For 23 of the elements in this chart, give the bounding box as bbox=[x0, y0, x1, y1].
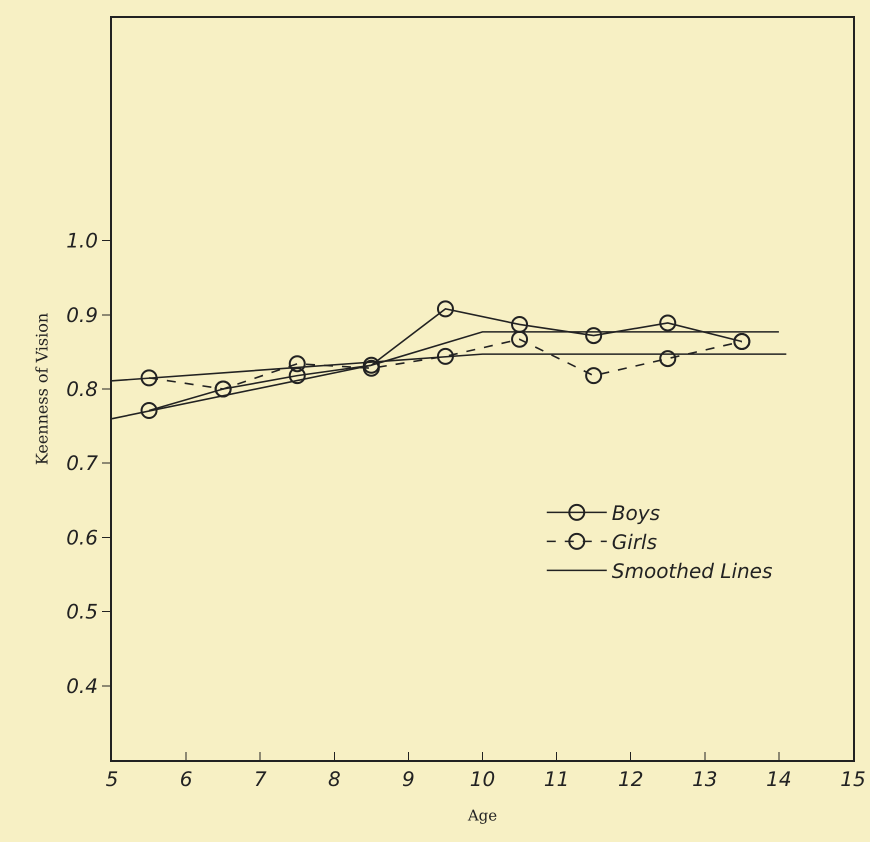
y-tick-label: 0.5 bbox=[66, 600, 98, 624]
y-tick-label: 0.9 bbox=[66, 302, 98, 327]
x-tick-label: 5 bbox=[106, 767, 118, 791]
x-tick-label: 11 bbox=[544, 767, 570, 791]
y-tick-label: 0.6 bbox=[66, 525, 98, 550]
x-tick-label: 15 bbox=[840, 767, 866, 791]
x-tick-label: 12 bbox=[618, 767, 644, 791]
y-tick-label: 0.7 bbox=[66, 451, 98, 476]
legend-label: Girls bbox=[612, 530, 658, 554]
legend-label: Smoothed Lines bbox=[612, 559, 772, 584]
y-tick-label: 1.0 bbox=[66, 228, 98, 253]
x-tick-label: 7 bbox=[254, 767, 267, 791]
x-axis-title: Age bbox=[466, 806, 498, 824]
x-tick-label: 10 bbox=[470, 767, 496, 791]
x-tick-label: 6 bbox=[180, 767, 192, 791]
x-tick-label: 9 bbox=[402, 767, 415, 791]
y-tick-label: 0.8 bbox=[66, 377, 98, 401]
y-tick-label: 0.4 bbox=[66, 674, 98, 698]
x-tick-label: 13 bbox=[692, 767, 718, 791]
legend-label: Boys bbox=[612, 501, 660, 526]
y-axis-title: Keenness of Vision bbox=[32, 312, 52, 466]
x-tick-label: 14 bbox=[766, 767, 792, 791]
x-tick-label: 8 bbox=[328, 767, 341, 791]
